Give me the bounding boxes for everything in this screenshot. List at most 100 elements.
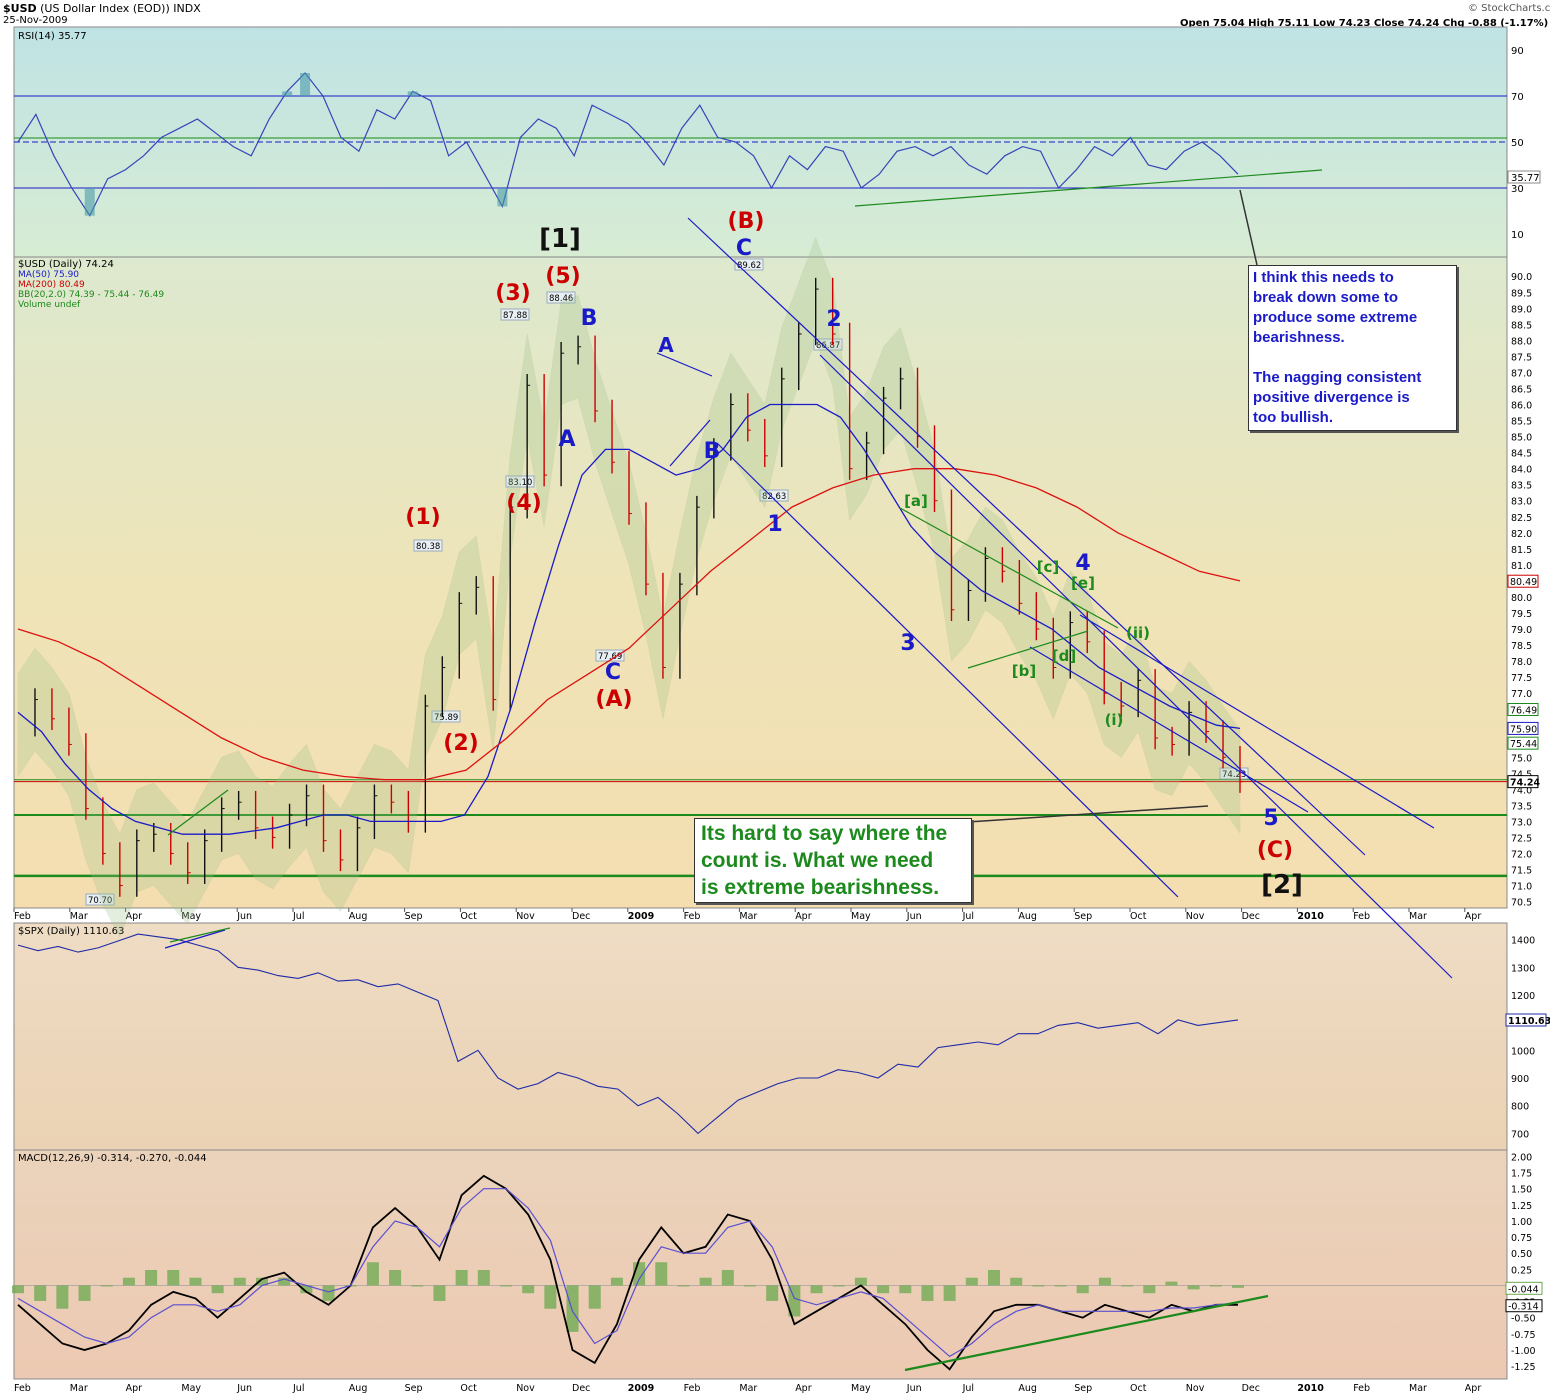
price-label-box	[500, 308, 530, 321]
price-value-tag: 74.24	[1510, 778, 1540, 789]
macd-histogram-bar	[1143, 1285, 1156, 1294]
x-axis-label-bottom: Feb	[684, 1383, 701, 1394]
wave-label: 1	[767, 512, 782, 537]
macd-value-tag-box	[1505, 1281, 1543, 1295]
price-label-box	[505, 475, 535, 488]
macd-divergence-line	[904, 1294, 1269, 1372]
macd-histogram-bar	[610, 1277, 623, 1286]
x-axis-label-bottom: 2009	[628, 1383, 654, 1394]
x-axis-label-bottom: Apr	[795, 1383, 812, 1394]
note-top: I think this needs to break down some to p…	[1248, 265, 1457, 431]
x-axis-label: Jun	[906, 911, 922, 922]
note-top-line	[1253, 348, 1452, 368]
x-axis-label: Mar	[70, 911, 88, 922]
x-axis-label: Oct	[1130, 911, 1147, 922]
price-tick-label: 78.0	[1511, 657, 1532, 668]
price-value-tag: 75.90	[1510, 724, 1537, 735]
macd-histogram-bar	[366, 1262, 379, 1286]
x-axis-label: May	[851, 911, 871, 922]
x-axis-label-bottom: Apr	[1465, 1383, 1482, 1394]
macd-histogram-bar	[832, 1285, 845, 1287]
abc-line-b	[669, 419, 711, 467]
macd-histogram-bar	[278, 1277, 291, 1286]
spx-tick-label: 1200	[1511, 991, 1535, 1002]
channel-line-extended	[819, 354, 1453, 979]
x-axis-label-bottom: May	[851, 1383, 871, 1394]
price-tick-label: 71.0	[1511, 882, 1532, 893]
price-label: 75.89	[434, 713, 458, 723]
price-tick-label: 77.5	[1511, 673, 1532, 684]
price-tick-label: 81.0	[1511, 561, 1532, 572]
price-tick-label: 89.0	[1511, 304, 1532, 315]
price-value-tag-box	[1507, 702, 1539, 716]
instrument-name: (US Dollar Index (EOD))	[40, 2, 170, 15]
price-legend-item: MA(50) 75.90	[18, 270, 79, 280]
note-top-line: break down some to	[1253, 289, 1399, 306]
wave-label: 5	[1263, 806, 1278, 831]
macd-histogram-bar	[1010, 1277, 1023, 1286]
price-label: 88.46	[549, 294, 573, 304]
x-axis-label-bottom: Jun	[906, 1383, 922, 1394]
x-axis-label: Aug	[1018, 911, 1037, 922]
x-axis-label-bottom: Jul	[962, 1383, 974, 1394]
macd-histogram-bar	[1054, 1285, 1067, 1287]
price-tick-label: 72.5	[1511, 833, 1532, 844]
x-axis-label: Apr	[126, 911, 143, 922]
price-tick-label: 74.5	[1511, 769, 1532, 780]
x-axis-label: May	[181, 911, 201, 922]
x-axis-label: Apr	[795, 911, 812, 922]
x-axis-label-bottom: Feb	[14, 1383, 31, 1394]
macd-histogram-bar	[12, 1285, 24, 1294]
price-tick-label: 85.5	[1511, 417, 1532, 428]
x-axis-label-bottom: 2010	[1297, 1383, 1324, 1394]
spx-tick-label: 1400	[1511, 936, 1535, 947]
x-axis-label-bottom: Oct	[460, 1383, 477, 1394]
rsi-tick-label: 90	[1511, 46, 1524, 57]
spx-tick-label: 800	[1511, 1102, 1529, 1113]
macd-signal-line	[17, 1188, 1239, 1358]
abc-line-a	[656, 352, 713, 377]
wave-label: [e]	[1071, 574, 1095, 592]
macd-histogram-bar	[677, 1285, 690, 1287]
wave-label: (5)	[545, 264, 580, 289]
rsi-value-tag-box	[1507, 170, 1541, 184]
price-value-tag-box	[1507, 574, 1539, 588]
wave-label: 4	[1075, 551, 1090, 576]
chart-header-title: $USD (US Dollar Index (EOD)) INDX	[3, 2, 201, 15]
wedge-line-lower	[1029, 646, 1309, 813]
wave-label: A	[658, 333, 674, 357]
x-axis-label: Sep	[1074, 911, 1092, 922]
x-axis-label: Sep	[405, 911, 423, 922]
macd-histogram-bar	[256, 1277, 268, 1286]
x-axis-label-bottom: Sep	[1074, 1383, 1092, 1394]
channel-line-lower	[716, 442, 1179, 898]
price-label: 82.63	[762, 492, 786, 502]
x-axis-label: Apr	[1465, 911, 1482, 922]
wave-label: [2]	[1261, 870, 1303, 900]
wave-label: (4)	[506, 491, 541, 516]
price-tick-label: 81.5	[1511, 545, 1532, 556]
bollinger-band	[17, 236, 1241, 938]
wave-label: [a]	[904, 492, 928, 510]
macd-histogram-bar	[477, 1269, 490, 1286]
price-value-tag-box	[1507, 736, 1539, 750]
macd-histogram-bar	[655, 1262, 668, 1286]
price-value-tag: 80.49	[1510, 577, 1537, 588]
macd-histogram-bar	[211, 1285, 224, 1294]
macd-histogram-bar	[455, 1269, 468, 1286]
price-tick-label: 90.0	[1511, 272, 1532, 283]
macd-histogram-bar	[1076, 1285, 1089, 1294]
wave-label: (i)	[1105, 711, 1124, 729]
wave-label: (2)	[443, 731, 478, 756]
wave-label: C	[736, 236, 752, 261]
macd-histogram-bar	[1165, 1281, 1178, 1286]
note-bottom-line: count is. What we need	[701, 849, 934, 872]
macd-histogram-bar	[877, 1285, 890, 1294]
price-tick-label: 74.0	[1511, 785, 1532, 796]
wave-label: 2	[826, 307, 841, 332]
macd-histogram-bar	[744, 1285, 756, 1287]
price-tick-label: 77.0	[1511, 689, 1532, 700]
x-axis-label-bottom: Jun	[236, 1383, 252, 1394]
macd-histogram-bar	[899, 1285, 912, 1294]
